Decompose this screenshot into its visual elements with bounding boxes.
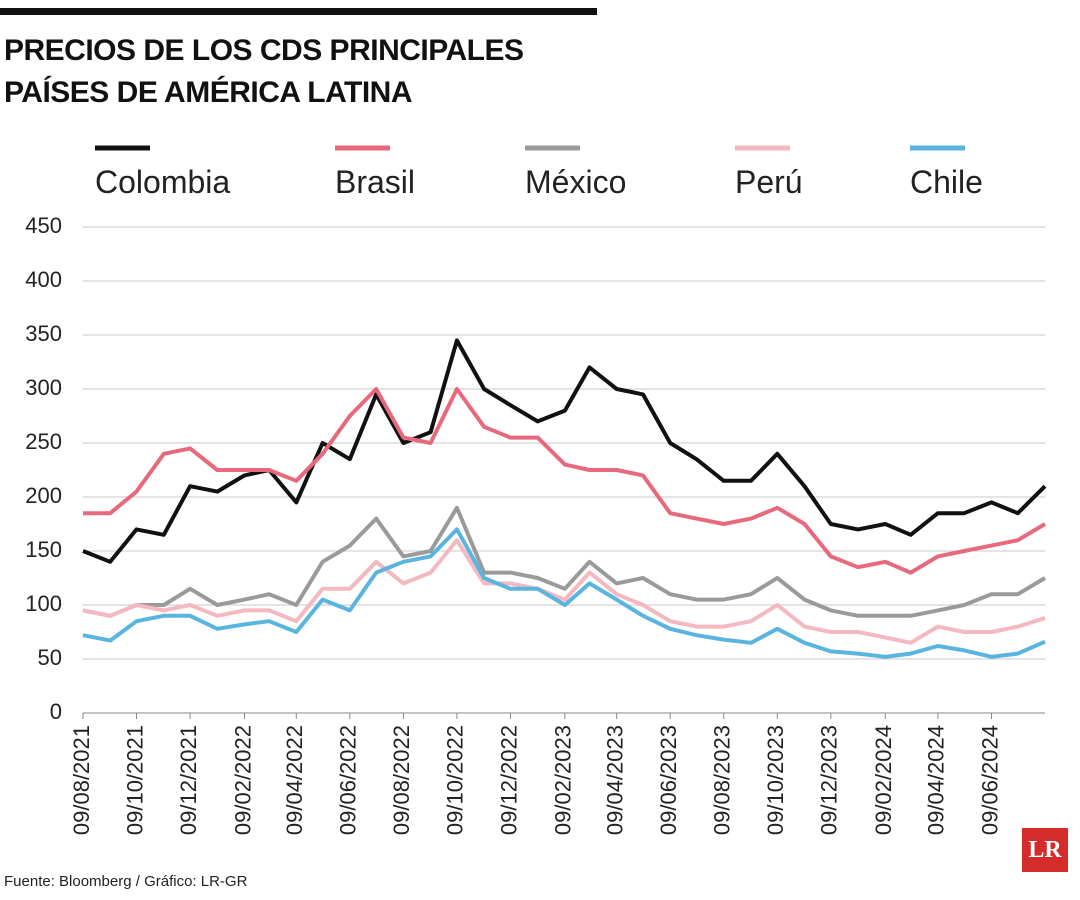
legend-label: Colombia xyxy=(95,164,230,200)
x-tick-label: 09/12/2023 xyxy=(817,725,842,835)
y-tick-label: 250 xyxy=(25,429,62,454)
x-tick-label: 09/06/2024 xyxy=(977,725,1002,835)
y-tick-label: 50 xyxy=(38,645,62,670)
x-tick-label: 09/10/2022 xyxy=(443,725,468,835)
top-bar xyxy=(0,8,597,15)
chart: 0 50 100 150 200 250 300 350 400 450 09/08/2021 09/… xyxy=(25,145,1047,835)
series-line xyxy=(83,387,1047,575)
legend-label: Chile xyxy=(910,164,983,200)
source-note: Fuente: Bloomberg / Gráfico: LR-GR xyxy=(4,873,248,890)
chart-title: PRECIOS DE LOS CDS PRINCIPALES PAÍSES DE… xyxy=(4,34,524,109)
x-tick-label: 09/12/2022 xyxy=(496,725,521,835)
x-tick-label: 09/04/2024 xyxy=(924,725,949,835)
y-tick-label: 450 xyxy=(25,213,62,238)
series-line xyxy=(82,505,1047,618)
legend-label: México xyxy=(525,164,626,200)
series-line xyxy=(82,538,1046,645)
x-tick-label: 09/04/2022 xyxy=(282,725,307,835)
y-tick-label: 200 xyxy=(25,483,62,508)
y-tick-label: 150 xyxy=(25,537,62,562)
y-tick-label: 0 xyxy=(50,699,62,724)
y-tick-label: 350 xyxy=(25,321,62,346)
x-tick-label: 09/08/2023 xyxy=(710,725,735,835)
x-tick-label: 09/10/2021 xyxy=(122,725,147,835)
y-tick-label: 100 xyxy=(25,591,62,616)
y-tick-label: 300 xyxy=(25,375,62,400)
x-tick-label: 09/08/2021 xyxy=(69,725,94,835)
x-tick-label: 09/06/2022 xyxy=(336,725,361,835)
x-tick-label: 09/06/2023 xyxy=(656,725,681,835)
legend-label: Perú xyxy=(735,164,803,200)
x-tick-label: 09/02/2022 xyxy=(230,725,255,835)
series-line xyxy=(82,527,1046,659)
x-tick-label: 09/12/2021 xyxy=(176,725,201,835)
x-tick-label: 09/10/2023 xyxy=(763,725,788,835)
x-tick-label: 09/02/2023 xyxy=(551,725,576,835)
y-tick-label: 400 xyxy=(25,267,62,292)
x-tick-label: 09/04/2023 xyxy=(602,725,627,835)
logo: LR xyxy=(1022,828,1068,872)
series-line xyxy=(82,338,1047,564)
x-tick-label: 09/02/2024 xyxy=(871,725,896,835)
legend-label: Brasil xyxy=(335,164,415,200)
x-tick-label: 09/08/2022 xyxy=(389,725,414,835)
